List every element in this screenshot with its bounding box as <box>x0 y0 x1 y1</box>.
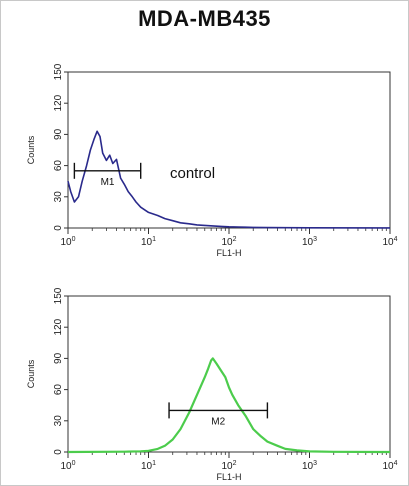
page-title: MDA-MB435 <box>138 6 271 31</box>
x-tick-label: 104 <box>382 460 397 472</box>
x-axis-title: FL1-H <box>216 472 241 482</box>
y-tick-label: 60 <box>53 160 64 172</box>
histogram-trace <box>67 130 391 229</box>
x-tick-label: 102 <box>221 460 236 472</box>
x-tick-label: 101 <box>141 236 156 248</box>
y-tick-label: 150 <box>53 63 64 80</box>
y-tick-label: 30 <box>53 415 64 427</box>
x-tick-label: 102 <box>221 236 236 248</box>
y-tick-label: 60 <box>53 384 64 396</box>
histogram-panel-2: 0 30 60 90 120 150 Counts 100 101 102 103 104 FL1-H M… <box>26 287 398 482</box>
plot-frame <box>67 71 391 229</box>
y-axis-title: Counts <box>26 135 36 164</box>
x-tick-label: 103 <box>302 460 317 472</box>
y-tick-label: 90 <box>53 128 64 140</box>
plot-frame <box>67 295 391 453</box>
x-tick-label: 101 <box>141 460 156 472</box>
control-annotation: control <box>170 165 215 182</box>
x-tick-label: 104 <box>382 236 397 248</box>
x-tick-label: 100 <box>60 460 75 472</box>
histogram-panel-1: 0 30 60 90 120 150 Counts 100 101 102 103 104 FL1-H M… <box>26 63 398 258</box>
y-axis-title: Counts <box>26 359 36 388</box>
y-tick-label: 0 <box>53 449 64 455</box>
y-tick-label: 150 <box>53 287 64 304</box>
x-tick-label: 103 <box>302 236 317 248</box>
x-tick-label: 100 <box>60 236 75 248</box>
gate-label: M1 <box>101 177 115 188</box>
histogram-trace <box>67 357 391 454</box>
y-tick-label: 0 <box>53 225 64 231</box>
y-tick-label: 120 <box>53 318 64 335</box>
y-tick-label: 120 <box>53 94 64 111</box>
y-tick-label: 90 <box>53 352 64 364</box>
x-axis-title: FL1-H <box>216 248 241 258</box>
gate-label: M2 <box>211 416 225 427</box>
y-tick-label: 30 <box>53 191 64 203</box>
